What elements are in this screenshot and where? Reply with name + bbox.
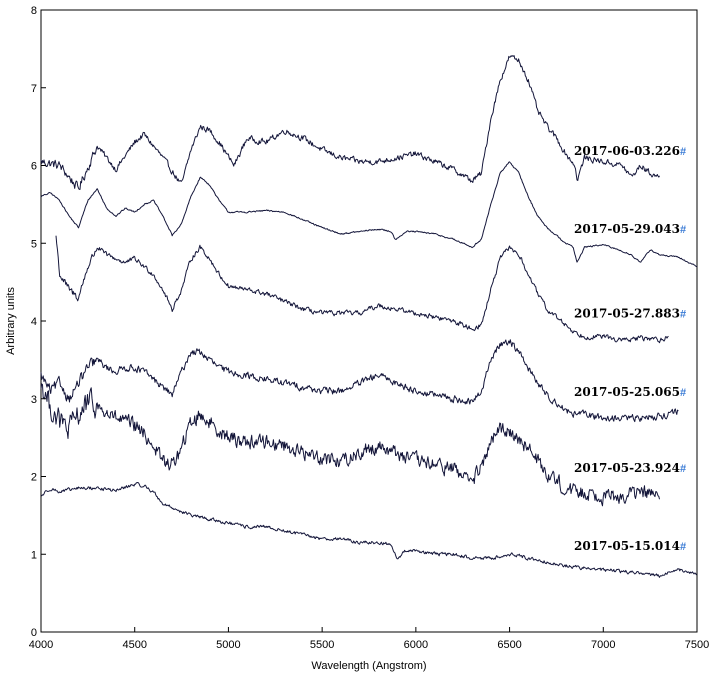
y-axis-title: Arbitrary units [5, 287, 17, 355]
y-tick-label: 0 [31, 627, 37, 639]
series-label-marker: # [680, 387, 686, 399]
y-tick-label: 4 [31, 316, 37, 328]
plot-area [40, 9, 698, 633]
series-label: 2017-05-25.065# [574, 385, 686, 399]
y-tick-label: 2 [31, 472, 37, 484]
series-line [40, 161, 698, 268]
x-tick-label: 4000 [29, 639, 53, 651]
axis-layer: 4000 4500 5000 5500 6000 6500 7000 7500 0 1 2 3 4 5 6 7… [29, 5, 709, 651]
series-label-marker: # [680, 541, 686, 553]
x-tick-label: 4500 [122, 639, 146, 651]
label-layer: 2017-06-03.226# 2017-05-29.043# 2017-05-27… [574, 144, 686, 553]
x-tick-label: 6000 [404, 639, 428, 651]
series-line [55, 235, 669, 344]
series-line [40, 339, 679, 423]
y-tick-label: 5 [31, 238, 37, 250]
x-tick-label: 7500 [685, 639, 709, 651]
series-label: 2017-06-03.226# [574, 144, 686, 158]
series-label: 2017-05-15.014# [574, 539, 686, 553]
series-label-marker: # [680, 308, 686, 320]
series-label-marker: # [680, 463, 686, 475]
y-tick-label: 1 [31, 549, 37, 561]
y-tick-label: 3 [31, 394, 37, 406]
series-label: 2017-05-29.043# [574, 222, 686, 236]
x-tick-label: 5500 [310, 639, 334, 651]
y-tick-label: 6 [31, 161, 37, 173]
series-line [40, 482, 698, 578]
y-tick-label: 7 [31, 83, 37, 95]
y-tick-label: 8 [31, 5, 37, 17]
series-layer [40, 55, 698, 578]
x-tick-label: 6500 [497, 639, 521, 651]
series-label-marker: # [680, 224, 686, 236]
series-line [40, 383, 660, 507]
series-label: 2017-05-23.924# [574, 461, 686, 475]
x-tick-label: 5000 [216, 639, 240, 651]
series-label: 2017-05-27.883# [574, 306, 686, 320]
x-tick-label: 7000 [591, 639, 615, 651]
series-label-marker: # [680, 146, 686, 158]
x-axis-title: Wavelength (Angstrom) [311, 660, 426, 672]
series-line [40, 55, 660, 190]
